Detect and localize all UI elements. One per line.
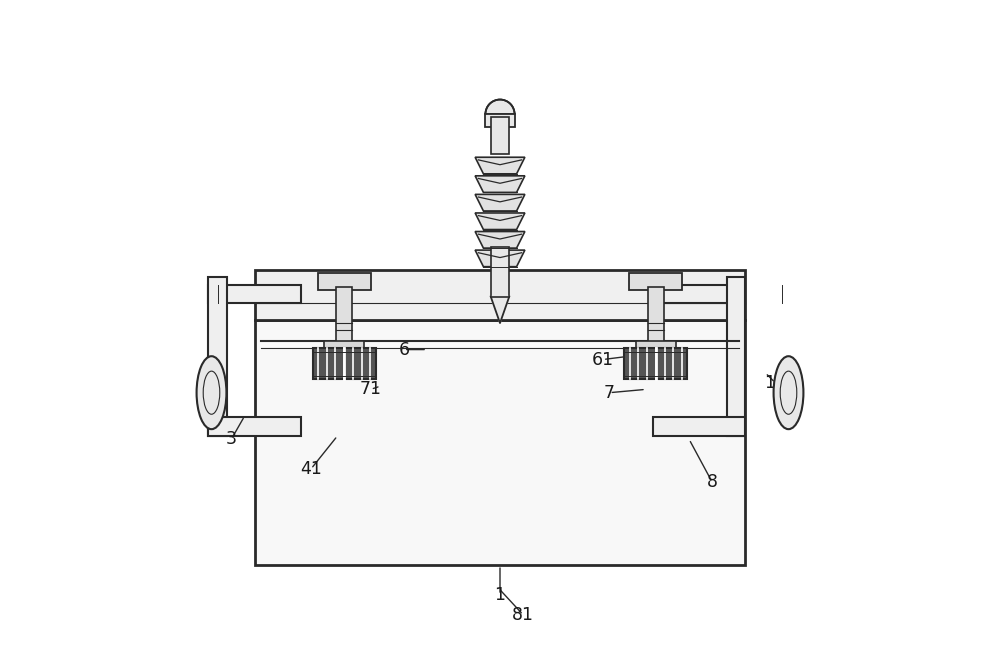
Polygon shape [491,296,509,323]
Text: 81: 81 [512,606,534,624]
Bar [318,273,371,290]
Bar [208,417,301,436]
Text: 71: 71 [360,380,382,398]
Polygon shape [475,232,525,248]
Text: 2: 2 [203,374,214,392]
Text: 41: 41 [300,460,322,478]
Text: 11: 11 [764,374,786,392]
Bar [255,270,745,320]
Bar [653,284,745,303]
Bar [653,417,745,436]
Ellipse shape [774,356,803,429]
Wedge shape [485,99,515,114]
Bar [208,276,227,436]
Bar [648,286,664,346]
Ellipse shape [197,356,226,429]
Bar [313,348,376,380]
Text: 1: 1 [494,586,506,604]
Polygon shape [475,213,525,230]
Text: 6: 6 [398,340,409,358]
Bar [324,341,364,353]
Bar [336,286,352,346]
Bar [491,117,509,154]
Polygon shape [475,250,525,266]
Text: 8: 8 [707,474,718,492]
Bar [491,247,509,296]
Text: 3: 3 [226,430,237,448]
Polygon shape [475,157,525,174]
Bar [624,348,687,380]
Bar [727,276,745,436]
Bar [636,341,676,353]
Text: 7: 7 [604,384,615,402]
Text: 61: 61 [592,350,614,368]
Bar [629,273,682,290]
Polygon shape [475,194,525,211]
Bar [255,320,745,565]
Polygon shape [475,176,525,192]
Bar [485,114,515,127]
Bar [208,284,301,303]
